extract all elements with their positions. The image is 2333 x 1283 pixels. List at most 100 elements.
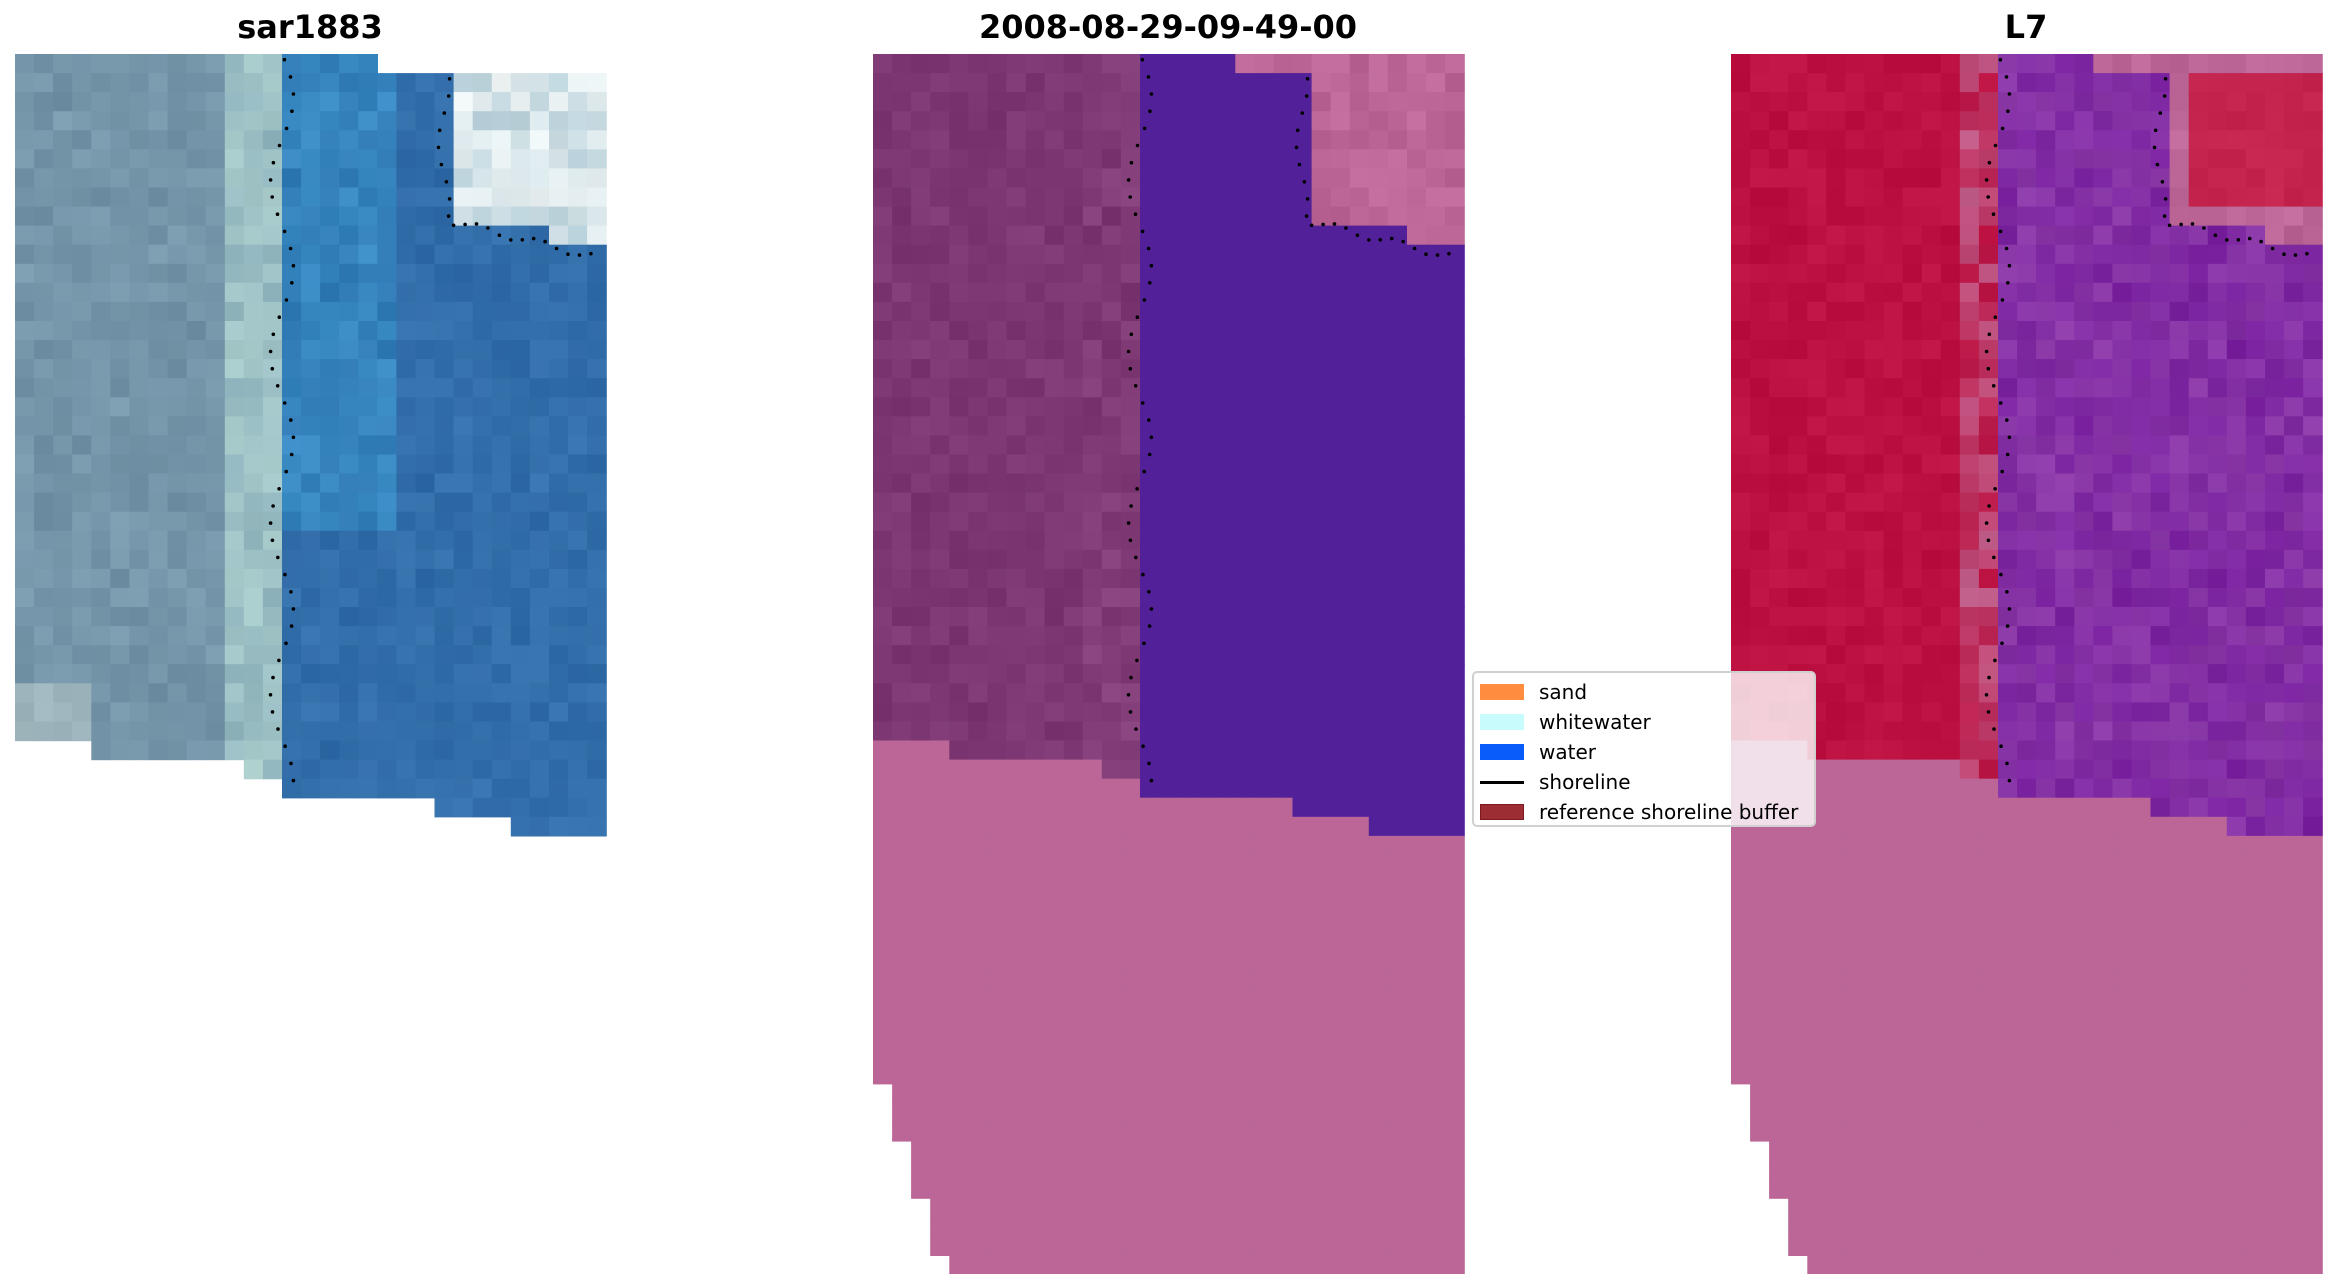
shoreline-point: [1355, 233, 1360, 237]
pixel: [1387, 740, 1408, 761]
pixel: [1006, 893, 1027, 913]
pixel: [129, 92, 150, 112]
pixel: [2093, 263, 2113, 284]
pixel: [320, 645, 340, 665]
pixel: [72, 73, 92, 93]
pixel: [1063, 568, 1084, 589]
pixel: [949, 1064, 969, 1085]
pixel: [1998, 263, 2018, 284]
pixel: [1197, 969, 1217, 990]
pixel: [968, 1102, 988, 1123]
pixel: [2036, 130, 2056, 150]
pixel: [1426, 988, 1446, 1009]
pixel: [1826, 206, 1846, 227]
pixel: [2284, 626, 2304, 646]
pixel: [1387, 683, 1408, 703]
pixel: [930, 1064, 950, 1085]
pixel: [529, 397, 550, 417]
pixel: [1044, 1026, 1065, 1047]
pixel: [1445, 645, 1465, 665]
shoreline-point: [447, 77, 452, 81]
pixel: [91, 435, 111, 456]
pixel: [1197, 607, 1217, 627]
pixel: [1273, 664, 1294, 684]
pixel: [1445, 1255, 1465, 1274]
shoreline-point: [1142, 641, 1146, 646]
pixel: [1311, 130, 1332, 150]
pixel: [2112, 54, 2133, 74]
pixel: [1159, 645, 1179, 665]
pixel: [1254, 607, 1275, 627]
pixel: [15, 359, 35, 379]
pixel: [1864, 1026, 1885, 1047]
pixel: [1426, 969, 1446, 990]
pixel: [1902, 111, 1923, 131]
pixel: [587, 263, 607, 284]
pixel: [1025, 263, 1046, 284]
pixel: [2131, 244, 2152, 265]
pixel: [529, 378, 550, 398]
pixel: [243, 416, 264, 436]
pixel: [892, 225, 912, 246]
pixel: [1826, 92, 1846, 112]
pixel: [1445, 664, 1465, 684]
pixel: [2074, 778, 2094, 799]
pixel: [2226, 473, 2247, 494]
pixel: [968, 111, 988, 131]
pixel: [2017, 816, 2037, 837]
pixel: [1006, 568, 1027, 589]
pixel: [339, 645, 359, 665]
pixel: [1368, 988, 1389, 1009]
pixel: [2036, 206, 2056, 227]
pixel: [1788, 1064, 1808, 1085]
pixel: [2112, 263, 2133, 284]
pixel: [1006, 816, 1027, 837]
pixel: [1959, 130, 1980, 150]
pixel: [1235, 263, 1255, 284]
pixel: [2017, 645, 2037, 665]
pixel: [34, 282, 54, 303]
pixel: [987, 607, 1008, 627]
pixel: [1883, 282, 1904, 303]
pixel: [129, 416, 150, 436]
pixel: [1140, 187, 1160, 208]
pixel: [1101, 1160, 1122, 1180]
shoreline-point: [437, 128, 442, 133]
pixel: [1292, 988, 1313, 1009]
pixel: [1197, 454, 1217, 475]
pixel: [1769, 282, 1789, 303]
pixel: [1883, 683, 1904, 703]
pixel: [1407, 969, 1427, 990]
pixel: [415, 645, 436, 665]
pixel: [1426, 340, 1446, 360]
pixel: [987, 168, 1008, 189]
pixel: [1235, 1141, 1255, 1161]
pixel: [301, 492, 321, 513]
pixel: [148, 359, 169, 379]
pixel: [1082, 1121, 1103, 1142]
pixel: [911, 244, 931, 265]
pixel: [1216, 835, 1236, 856]
pixel: [1082, 797, 1103, 818]
pixel: [1902, 1102, 1923, 1123]
pixel: [1368, 549, 1389, 570]
pixel: [1101, 130, 1122, 150]
pixel: [1292, 92, 1313, 112]
pixel: [873, 168, 893, 189]
pixel: [1845, 702, 1866, 723]
pixel: [1140, 702, 1160, 723]
shoreline-point: [1148, 109, 1152, 113]
pixel: [1044, 187, 1065, 208]
pixel: [1159, 54, 1179, 74]
pixel: [1998, 874, 2018, 894]
pixel: [1044, 168, 1065, 189]
pixel: [2017, 111, 2037, 131]
pixel: [1998, 988, 2018, 1009]
pixel: [2112, 73, 2133, 93]
pixel: [1998, 473, 2018, 494]
pixel: [1082, 988, 1103, 1009]
pixel: [1407, 1141, 1427, 1161]
pixel: [91, 626, 111, 646]
pixel: [987, 416, 1008, 436]
pixel: [510, 702, 531, 723]
